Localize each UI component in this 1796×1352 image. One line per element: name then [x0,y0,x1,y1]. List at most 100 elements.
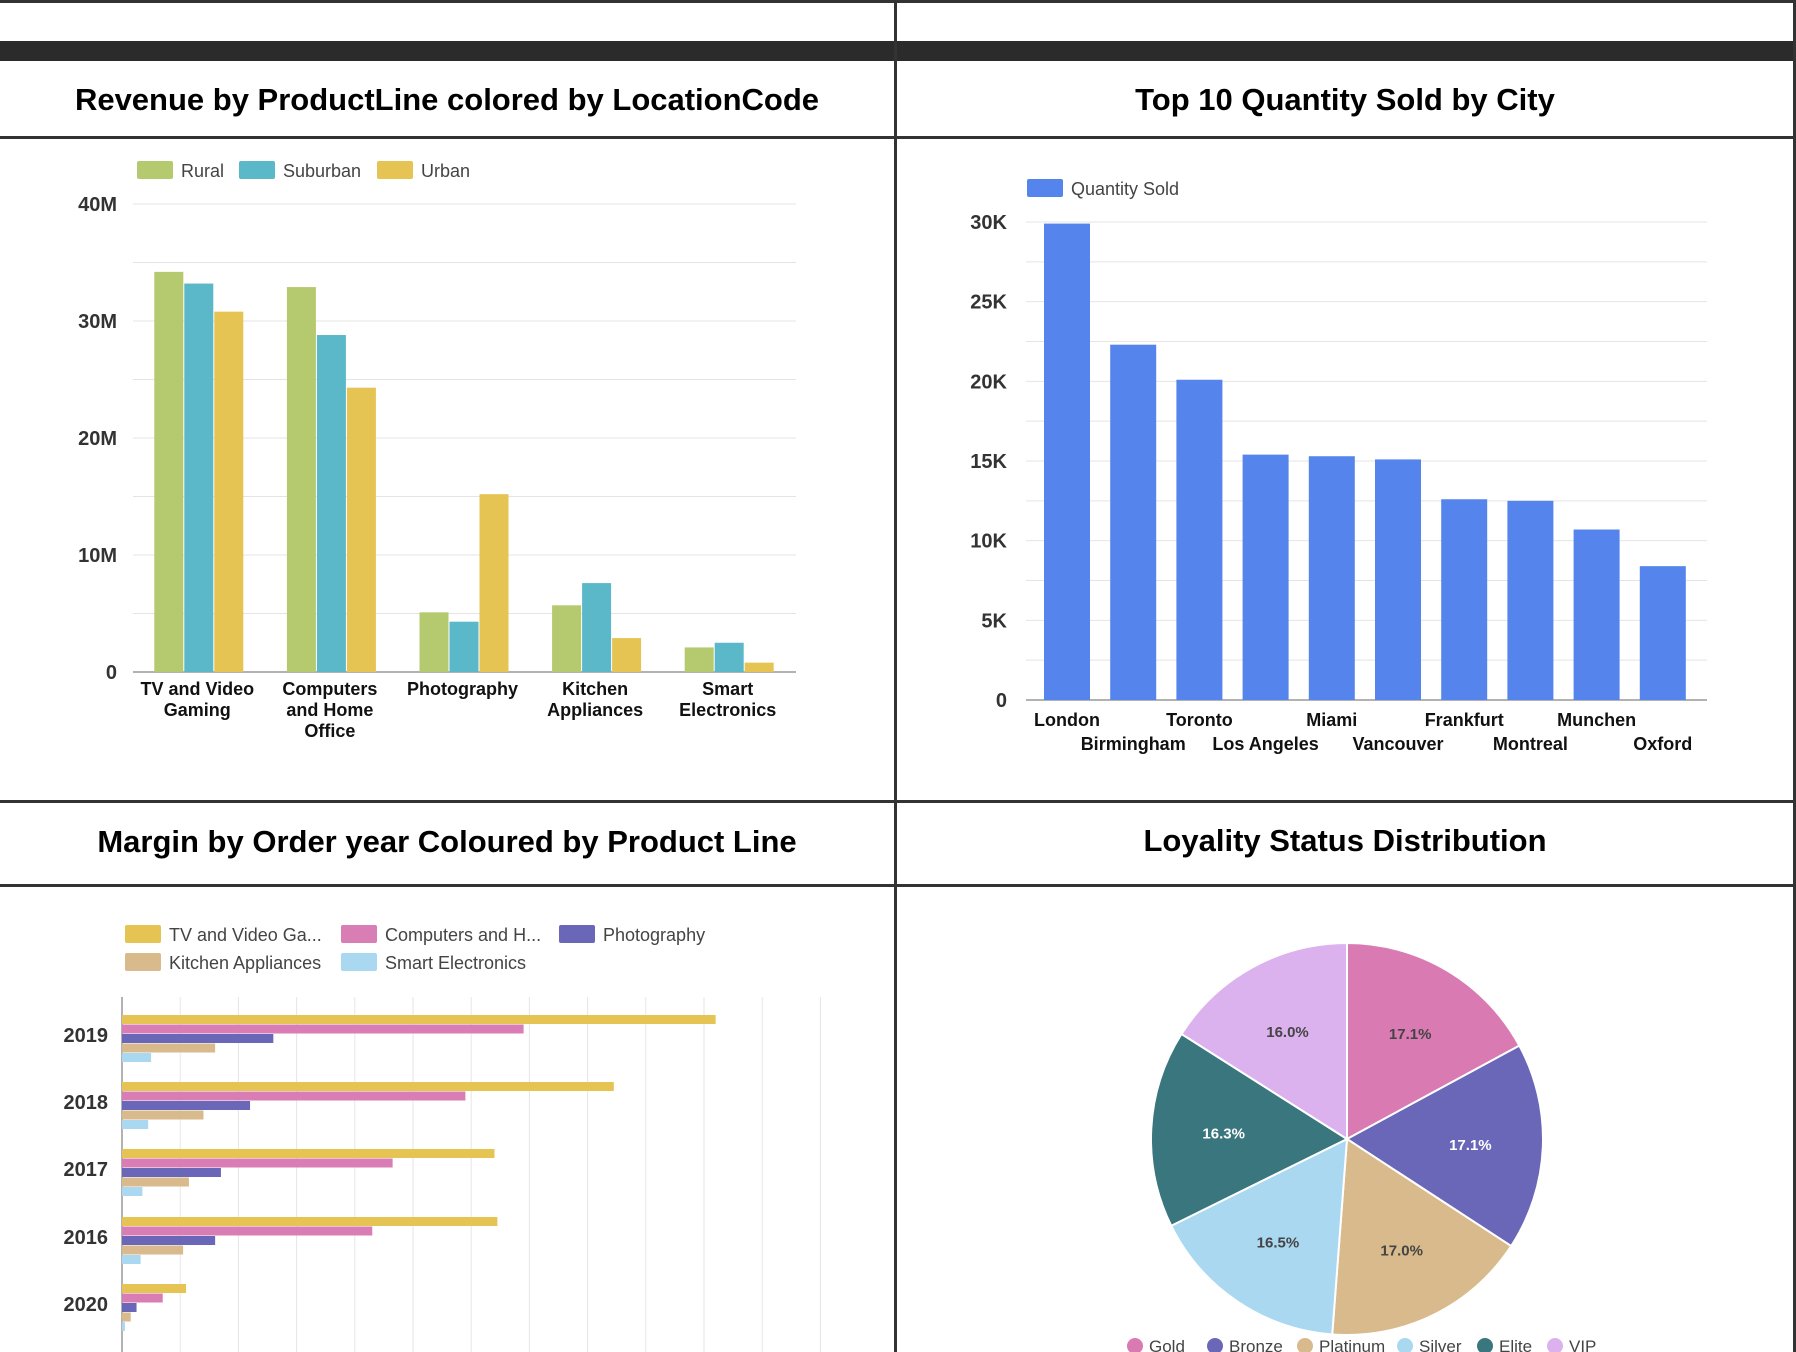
x-tick-label: and Home [286,700,373,720]
bar [122,1015,716,1024]
slice-label: 16.5% [1257,1234,1300,1251]
bar [552,605,582,672]
bar [1441,499,1488,700]
legend-label: Rural [181,161,224,181]
bar [122,1293,163,1303]
y-tick-label: 5K [981,610,1007,632]
y-tick-label: 2017 [64,1159,109,1181]
bar [122,1187,143,1196]
x-tick-label: Computers [282,679,377,699]
x-tick-label: London [1034,710,1100,730]
bar [582,583,612,672]
bar [419,612,449,672]
legend-label: Smart Electronics [385,953,526,973]
center-divider [894,0,897,1352]
bar [684,647,714,672]
bar [122,1034,274,1043]
bar [154,271,184,672]
legend-label: Gold [1149,1337,1185,1352]
y-tick-label: 40M [78,194,117,216]
bar [184,283,214,672]
legend-swatch [341,953,377,971]
bar [122,1255,141,1264]
divider-line [0,884,1796,887]
quantity-chart-title: Top 10 Quantity Sold by City [1135,82,1555,117]
bar [122,1303,137,1312]
legend-swatch [125,925,161,943]
y-tick-label: 10K [970,531,1007,553]
legend-label: Computers and H... [385,925,541,945]
y-tick-label: 10M [78,545,117,567]
bar [122,1024,524,1034]
bar [1110,344,1157,700]
bar [1507,500,1554,700]
legend-label: TV and Video Ga... [169,925,322,945]
legend-label: Suburban [283,161,361,181]
bar [122,1149,495,1158]
slice-label: 17.1% [1449,1137,1492,1154]
bar [214,311,244,672]
legend-label: Platinum [1319,1337,1385,1352]
margin-horizontal-bar-chart: 2019 2018 2017 2016 2020 TV and Video Ga... Co… [64,925,821,1352]
bar [122,1101,251,1110]
divider-line [0,800,1796,803]
divider-line [0,136,1796,139]
x-tick-label: Electronics [679,700,776,720]
bar [346,387,376,672]
y-tick-label: 25K [970,292,1007,314]
legend-swatch [137,161,173,179]
bar [714,642,744,672]
x-tick-label: Birmingham [1081,734,1186,754]
pie-slice [1150,1032,1350,1228]
bar [1375,459,1421,700]
bar [122,1177,189,1187]
bar [1242,454,1289,700]
y-tick-label: 30M [78,311,117,333]
legend-label: VIP [1569,1337,1596,1352]
y-tick-label: 2019 [64,1025,109,1047]
right-border [1793,0,1796,1352]
legend-label: Photography [603,925,705,945]
pie-slice [1345,1044,1544,1248]
y-tick-label: 30K [970,212,1007,234]
x-tick-label: Toronto [1166,710,1233,730]
legend-swatch [1547,1338,1563,1352]
top-border [0,0,1796,3]
bar [1639,566,1686,700]
legend-swatch [1397,1338,1413,1352]
slice-label: 16.0% [1266,1024,1309,1041]
bar [122,1082,614,1091]
x-tick-label: Kitchen [562,679,628,699]
bar [612,638,642,672]
bar [122,1236,216,1245]
bar [744,662,774,672]
y-tick-label: 0 [106,662,117,684]
pie-slice [1346,941,1521,1141]
legend-swatch [1127,1338,1143,1352]
x-tick-label: Office [304,721,355,741]
loyalty-pie-chart: 17.1% 17.1% 17.0% 16.5% 16.3% 16.0% Gold Bronze… [1127,941,1596,1352]
x-tick-label: Smart [702,679,753,699]
bar [286,287,316,672]
toolbar-band [0,41,1796,61]
y-tick-label: 2016 [64,1227,109,1249]
pie-slice [1180,941,1348,1141]
bar [122,1226,373,1236]
bar [479,494,509,672]
legend-label: Bronze [1229,1337,1283,1352]
bar [122,1168,221,1177]
bar [122,1120,149,1129]
bar [122,1284,187,1293]
revenue-chart-title: Revenue by ProductLine colored by Locati… [74,82,820,117]
bar [122,1091,466,1101]
bar [449,621,479,672]
bar [122,1043,216,1053]
bar [122,1217,498,1226]
slice-label: 17.1% [1389,1026,1432,1043]
bar [122,1312,131,1322]
bar [1044,223,1090,700]
bar [122,1245,184,1255]
margin-chart-title: Margin by Order year Coloured by Product… [97,824,797,859]
bar [1176,379,1223,700]
